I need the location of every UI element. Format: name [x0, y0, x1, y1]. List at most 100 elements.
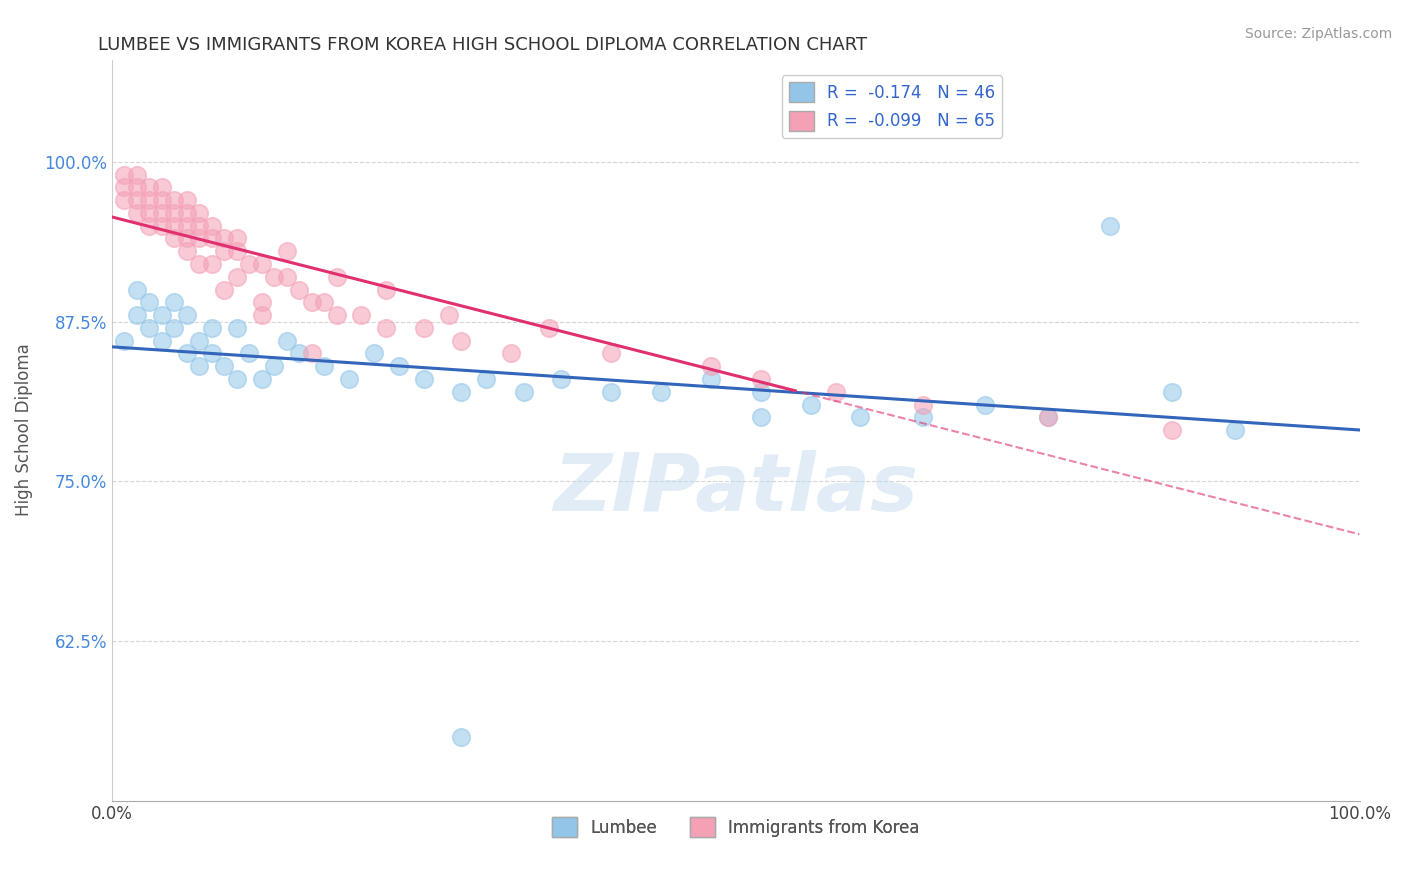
Point: [201, 231, 224, 245]
Point: [125, 168, 148, 182]
Point: [375, 321, 398, 335]
Point: [150, 308, 173, 322]
Point: [150, 206, 173, 220]
Text: LUMBEE VS IMMIGRANTS FROM KOREA HIGH SCHOOL DIPLOMA CORRELATION CHART: LUMBEE VS IMMIGRANTS FROM KOREA HIGH SCH…: [98, 36, 868, 54]
Point: [375, 283, 398, 297]
Point: [1036, 410, 1059, 425]
Point: [1098, 219, 1121, 233]
Point: [188, 359, 211, 374]
Point: [138, 206, 160, 220]
Point: [600, 384, 623, 399]
Point: [150, 219, 173, 233]
Point: [1036, 410, 1059, 425]
Point: [125, 206, 148, 220]
Point: [911, 398, 934, 412]
Point: [1223, 423, 1246, 437]
Point: [138, 180, 160, 194]
Point: [700, 359, 723, 374]
Point: [163, 295, 186, 310]
Point: [250, 257, 273, 271]
Point: [238, 346, 260, 360]
Y-axis label: High School Diploma: High School Diploma: [15, 343, 32, 516]
Point: [163, 193, 186, 207]
Point: [163, 219, 186, 233]
Point: [501, 346, 523, 360]
Point: [600, 346, 623, 360]
Point: [550, 372, 572, 386]
Point: [176, 231, 198, 245]
Point: [749, 372, 772, 386]
Point: [150, 334, 173, 348]
Point: [312, 359, 335, 374]
Point: [150, 180, 173, 194]
Point: [412, 321, 434, 335]
Point: [512, 384, 534, 399]
Point: [537, 321, 560, 335]
Point: [176, 346, 198, 360]
Point: [176, 244, 198, 259]
Point: [176, 193, 198, 207]
Point: [138, 219, 160, 233]
Point: [288, 283, 311, 297]
Point: [138, 193, 160, 207]
Point: [301, 346, 323, 360]
Point: [125, 193, 148, 207]
Point: [188, 231, 211, 245]
Point: [138, 321, 160, 335]
Point: [225, 269, 247, 284]
Point: [114, 168, 136, 182]
Point: [176, 219, 198, 233]
Point: [263, 359, 285, 374]
Point: [188, 334, 211, 348]
Point: [225, 321, 247, 335]
Point: [276, 334, 298, 348]
Point: [250, 372, 273, 386]
Point: [700, 372, 723, 386]
Point: [188, 257, 211, 271]
Point: [1161, 384, 1184, 399]
Point: [250, 295, 273, 310]
Point: [163, 206, 186, 220]
Point: [350, 308, 373, 322]
Point: [201, 257, 224, 271]
Point: [225, 244, 247, 259]
Point: [325, 308, 347, 322]
Point: [749, 384, 772, 399]
Point: [188, 219, 211, 233]
Point: [150, 193, 173, 207]
Point: [212, 231, 235, 245]
Point: [650, 384, 672, 399]
Point: [125, 308, 148, 322]
Point: [1161, 423, 1184, 437]
Point: [911, 410, 934, 425]
Point: [276, 244, 298, 259]
Point: [824, 384, 846, 399]
Text: ZIPatlas: ZIPatlas: [553, 450, 918, 528]
Point: [800, 398, 823, 412]
Point: [325, 269, 347, 284]
Point: [188, 206, 211, 220]
Point: [263, 269, 285, 284]
Point: [238, 257, 260, 271]
Point: [176, 206, 198, 220]
Point: [849, 410, 872, 425]
Point: [163, 321, 186, 335]
Point: [114, 180, 136, 194]
Point: [250, 308, 273, 322]
Point: [749, 410, 772, 425]
Point: [163, 231, 186, 245]
Point: [212, 283, 235, 297]
Point: [288, 346, 311, 360]
Point: [276, 269, 298, 284]
Point: [114, 193, 136, 207]
Point: [138, 295, 160, 310]
Point: [388, 359, 411, 374]
Point: [201, 346, 224, 360]
Point: [125, 283, 148, 297]
Point: [176, 308, 198, 322]
Point: [337, 372, 360, 386]
Point: [412, 372, 434, 386]
Point: [212, 359, 235, 374]
Point: [225, 231, 247, 245]
Point: [974, 398, 997, 412]
